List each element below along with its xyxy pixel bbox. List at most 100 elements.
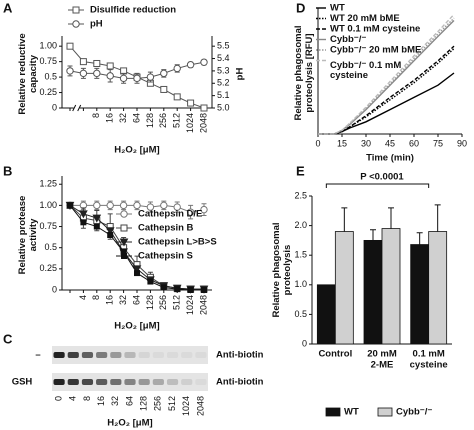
y-tick-label: 2.5 [294, 190, 307, 200]
x-axis-title: H₂O₂ [μM] [114, 321, 159, 332]
blot-band [166, 379, 179, 385]
series-line [318, 72, 455, 135]
marker [66, 42, 74, 50]
error-bar [434, 204, 441, 232]
legend-marker [120, 210, 128, 218]
error-bar [388, 207, 394, 229]
bar [428, 231, 448, 345]
x-tick-label: 32 [118, 113, 128, 123]
bar [316, 284, 336, 345]
bar [381, 228, 401, 345]
marker [106, 201, 114, 210]
x-tick-label: 30 [361, 138, 371, 148]
x-tick-label: 4 [78, 295, 88, 300]
x-tick-label: 64 [131, 113, 141, 123]
blot-band [124, 379, 136, 385]
marker [160, 69, 168, 78]
y-tick-label: 1.00 [39, 200, 57, 210]
marker [119, 201, 128, 210]
y-axis-title: Relative phagosomal [293, 25, 304, 120]
marker [92, 214, 102, 223]
blot-band [152, 352, 164, 358]
legend-label: WT [344, 407, 359, 418]
y2-tick-label: 5.0 [217, 102, 230, 112]
marker [173, 64, 181, 73]
marker [200, 205, 208, 214]
y2-tick-label: 5.5 [217, 41, 230, 51]
x-tick-label: 75 [433, 138, 443, 148]
y-tick-label: 0.5 [44, 71, 57, 81]
marker [200, 104, 208, 112]
x-tick-label: 64 [131, 295, 141, 305]
x-tick-label: 512 [172, 295, 182, 310]
blot-band [138, 379, 150, 385]
y2-tick-label: 5.2 [217, 78, 230, 88]
legend-label: WT 0.1 mM cysteine [330, 24, 420, 35]
blot-band [124, 352, 136, 358]
blot-band [96, 352, 108, 358]
marker [173, 93, 181, 101]
marker [187, 99, 195, 107]
y-tick-label: 0 [302, 338, 307, 348]
legend-label: cysteine [330, 70, 368, 81]
axis-break [73, 105, 80, 111]
x-tick-label: 90 [457, 138, 467, 148]
x-axis-title: H₂O₂ [μM] [107, 418, 152, 429]
marker [147, 278, 154, 285]
panel-label: A [3, 0, 13, 15]
y-axis-title: proteolysis [RFU] [304, 33, 315, 112]
blot-band [96, 379, 108, 385]
x-tick-label: 1024 [185, 113, 195, 133]
y-tick-label: 1.0 [294, 279, 307, 289]
x-tick-label: 2048 [198, 295, 208, 315]
y-tick-label: 0 [52, 284, 57, 294]
marker [107, 232, 114, 238]
marker [106, 62, 114, 70]
x-tick-label: 128 [145, 113, 155, 128]
blot-band [181, 352, 193, 358]
y-tick-label: 0.25 [39, 263, 57, 273]
legend-label: Cybb⁻/⁻ [396, 407, 432, 418]
lane-label: 8 [82, 396, 92, 401]
y-tick-label: 0.5 [44, 242, 57, 252]
marker [80, 219, 87, 226]
blot-band [81, 352, 94, 358]
series-line [318, 13, 455, 135]
x-tick-label: 2-ME [371, 360, 394, 371]
legend-label: Cathepsin D/E [138, 209, 202, 220]
blot-band [166, 352, 179, 358]
marker [93, 59, 101, 67]
probe-label: Anti-biotin [216, 350, 264, 361]
bar [334, 231, 354, 345]
marker [160, 284, 167, 291]
marker [79, 69, 88, 78]
blot-band [181, 379, 193, 385]
y2-tick-label: 5.1 [217, 90, 230, 100]
marker [160, 85, 168, 93]
error-bar [370, 229, 376, 241]
y-tick-label: 0.75 [39, 221, 57, 231]
y-tick-label: 0.5 [294, 309, 307, 319]
error-bar [341, 207, 348, 232]
legend-label: Cathepsin B [138, 223, 194, 234]
marker [201, 287, 207, 293]
blot-band [195, 352, 207, 358]
lane-label: 512 [167, 396, 177, 411]
marker [93, 201, 101, 210]
significance-bracket [325, 183, 430, 188]
marker [200, 58, 208, 66]
marker [105, 227, 115, 236]
y-tick-label: 1.00 [39, 41, 57, 51]
y-tick-label: 0.75 [39, 56, 57, 66]
y2-tick-label: 5.4 [217, 53, 230, 63]
panel-label: E [296, 163, 305, 178]
x-axis-title: Time (min) [366, 153, 414, 164]
marker [186, 61, 195, 69]
marker [79, 210, 88, 219]
legend-marker [72, 20, 80, 28]
marker [119, 74, 128, 83]
blot-band [67, 352, 79, 358]
legend-swatch [377, 407, 393, 417]
legend-label: WT 20 mM bME [330, 13, 400, 24]
blot-band [110, 352, 122, 358]
